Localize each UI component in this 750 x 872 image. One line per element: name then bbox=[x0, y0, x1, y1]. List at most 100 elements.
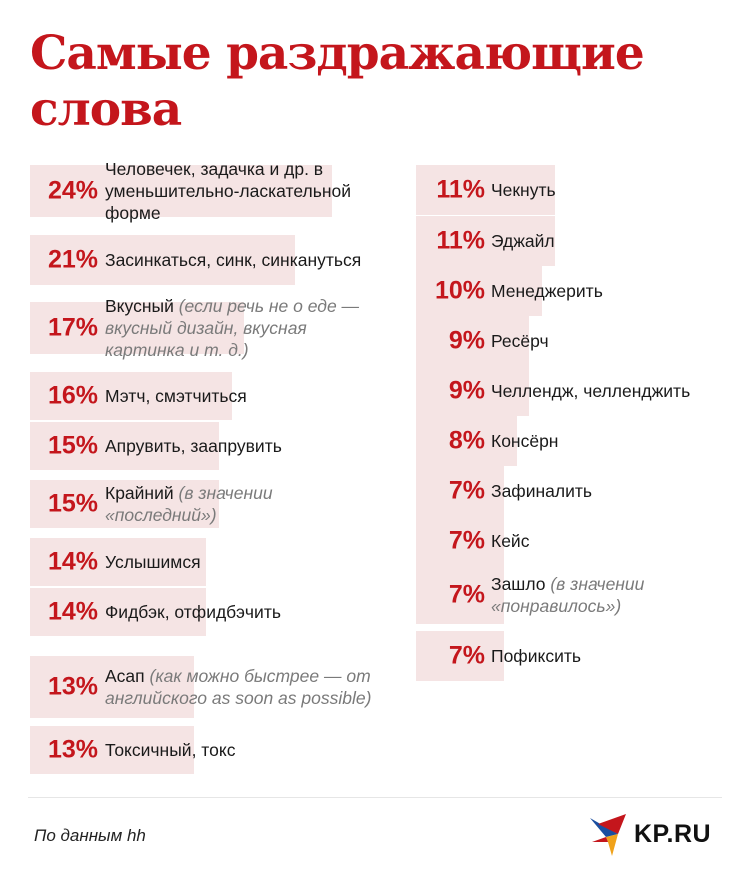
chart-row: 11% Эджайл bbox=[416, 216, 750, 266]
chart-value-label: 7% bbox=[448, 526, 485, 555]
chart-value-label: 13% bbox=[47, 735, 98, 764]
category-name: Токсичный, токс bbox=[105, 740, 236, 760]
chart-category-label: Консёрн bbox=[491, 430, 736, 452]
chart-value-label: 13% bbox=[47, 672, 98, 701]
footer-divider bbox=[28, 797, 722, 798]
chart-bar bbox=[30, 302, 244, 354]
chart-category-label: Апрувить, заапрувить bbox=[105, 435, 373, 457]
category-name: Ресёрч bbox=[491, 331, 549, 351]
chart-value-label: 15% bbox=[47, 489, 98, 518]
chart-row: 11% Чекнуть bbox=[416, 165, 750, 215]
kp-logo: KP.RU bbox=[588, 812, 728, 858]
page-title: Самые раздражающие слова bbox=[30, 26, 645, 137]
chart-category-label: Токсичный, токс bbox=[105, 739, 373, 761]
chart-bar bbox=[30, 422, 219, 470]
category-name: Зафиналить bbox=[491, 481, 592, 501]
chart-value-label: 7% bbox=[448, 476, 485, 505]
category-note: (в значении «понравилось») bbox=[491, 574, 645, 616]
chart-value-label: 24% bbox=[47, 176, 98, 205]
chart-value-label: 11% bbox=[436, 175, 485, 204]
category-name: Апрувить, заапрувить bbox=[105, 436, 282, 456]
chart-bar bbox=[416, 466, 504, 516]
chart-category-label: Чекнуть bbox=[491, 179, 736, 201]
chart-bar bbox=[30, 165, 332, 217]
category-name: Фидбэк, отфидбэчить bbox=[105, 602, 281, 622]
chart-row: 8% Консёрн bbox=[416, 416, 750, 466]
chart-value-label: 9% bbox=[448, 376, 485, 405]
chart-category-label: Зашло (в значении «понравилось») bbox=[491, 573, 736, 617]
chart-row: 9% Ресёрч bbox=[416, 316, 750, 366]
chart-category-label: Мэтч, смэтчиться bbox=[105, 385, 373, 407]
chart-value-label: 21% bbox=[47, 245, 98, 274]
chart-bar bbox=[30, 588, 206, 636]
chart-category-label: Асап (как можно быстрее — от английского… bbox=[105, 665, 373, 709]
chart-value-label: 17% bbox=[47, 313, 98, 342]
chart-category-label: Зафиналить bbox=[491, 480, 736, 502]
chart-row: 10% Менеджерить bbox=[416, 266, 750, 316]
chart-category-label: Крайний (в значении «последний») bbox=[105, 482, 373, 526]
chart-category-label: Услышимся bbox=[105, 551, 373, 573]
chart-row: 7% Зафиналить bbox=[416, 466, 750, 516]
chart-bar bbox=[30, 235, 295, 285]
bird-logo-icon bbox=[590, 814, 626, 856]
chart-value-label: 10% bbox=[434, 276, 485, 305]
category-name: Человечек, задачка и др. в уменьшительно… bbox=[105, 159, 351, 223]
chart-value-label: 7% bbox=[448, 641, 485, 670]
chart-bar bbox=[416, 366, 529, 416]
source-note: По данным hh bbox=[34, 826, 146, 845]
chart-value-label: 8% bbox=[448, 426, 485, 455]
chart-bar bbox=[30, 372, 232, 420]
chart-category-label: Челлендж, челленджить bbox=[491, 380, 736, 402]
chart-row: 15% Апрувить, заапрувить bbox=[30, 422, 390, 470]
chart-bar bbox=[30, 480, 219, 528]
chart-category-label: Ресёрч bbox=[491, 330, 736, 352]
chart-row: 7% Кейс bbox=[416, 516, 750, 566]
chart-bar bbox=[30, 726, 194, 774]
category-name: Мэтч, смэтчиться bbox=[105, 386, 247, 406]
category-name: Крайний bbox=[105, 483, 174, 503]
chart-category-label: Вкусный (если речь не о еде — вкусный ди… bbox=[105, 295, 373, 361]
chart-row: 7% Зашло (в значении «понравилось») bbox=[416, 566, 750, 624]
category-name: Пофиксить bbox=[491, 646, 581, 666]
category-note: (если речь не о еде — вкусный дизайн, вк… bbox=[105, 296, 360, 360]
chart-bar bbox=[416, 316, 529, 366]
category-name: Челлендж, челленджить bbox=[491, 381, 691, 401]
chart-bar bbox=[416, 516, 504, 566]
chart-value-label: 14% bbox=[47, 547, 98, 576]
category-name: Засинкаться, синк, синкануться bbox=[105, 250, 362, 270]
category-name: Асап bbox=[105, 666, 145, 686]
chart-row: 14% Фидбэк, отфидбэчить bbox=[30, 588, 390, 636]
chart-category-label: Эджайл bbox=[491, 230, 736, 252]
chart-value-label: 11% bbox=[436, 226, 485, 255]
category-name: Менеджерить bbox=[491, 281, 603, 301]
chart-bar bbox=[416, 416, 517, 466]
category-name: Консёрн bbox=[491, 431, 559, 451]
chart-category-label: Кейс bbox=[491, 530, 736, 552]
chart-value-label: 14% bbox=[47, 597, 98, 626]
category-note: (как можно быстрее — от английского as s… bbox=[105, 666, 372, 708]
chart-row: 24% Человечек, задачка и др. в уменьшител… bbox=[30, 159, 390, 223]
chart-category-label: Засинкаться, синк, синкануться bbox=[105, 249, 373, 271]
chart-category-label: Фидбэк, отфидбэчить bbox=[105, 601, 373, 623]
chart-category-label: Пофиксить bbox=[491, 645, 736, 667]
chart-row: 13% Токсичный, токс bbox=[30, 726, 390, 774]
logo-text: KP.RU bbox=[634, 820, 712, 848]
chart-row: 13% Асап (как можно быстрее — от английск… bbox=[30, 656, 390, 718]
chart-bar bbox=[416, 566, 504, 624]
category-name: Вкусный bbox=[105, 296, 174, 316]
chart-row: 16% Мэтч, смэтчиться bbox=[30, 372, 390, 420]
chart-bar bbox=[416, 216, 555, 266]
chart-bar bbox=[416, 631, 504, 681]
chart-row: 21% Засинкаться, синк, синкануться bbox=[30, 235, 390, 285]
chart-category-label: Менеджерить bbox=[491, 280, 736, 302]
chart-row: 9% Челлендж, челленджить bbox=[416, 366, 750, 416]
chart-value-label: 15% bbox=[47, 431, 98, 460]
chart-category-label: Человечек, задачка и др. в уменьшительно… bbox=[105, 158, 373, 224]
category-name: Зашло bbox=[491, 574, 546, 594]
chart-value-label: 16% bbox=[47, 381, 98, 410]
chart-row: 15% Крайний (в значении «последний») bbox=[30, 480, 390, 528]
chart-bar bbox=[416, 266, 542, 316]
category-name: Услышимся bbox=[105, 552, 201, 572]
chart-value-label: 7% bbox=[448, 580, 485, 609]
chart-row: 7% Пофиксить bbox=[416, 631, 750, 681]
